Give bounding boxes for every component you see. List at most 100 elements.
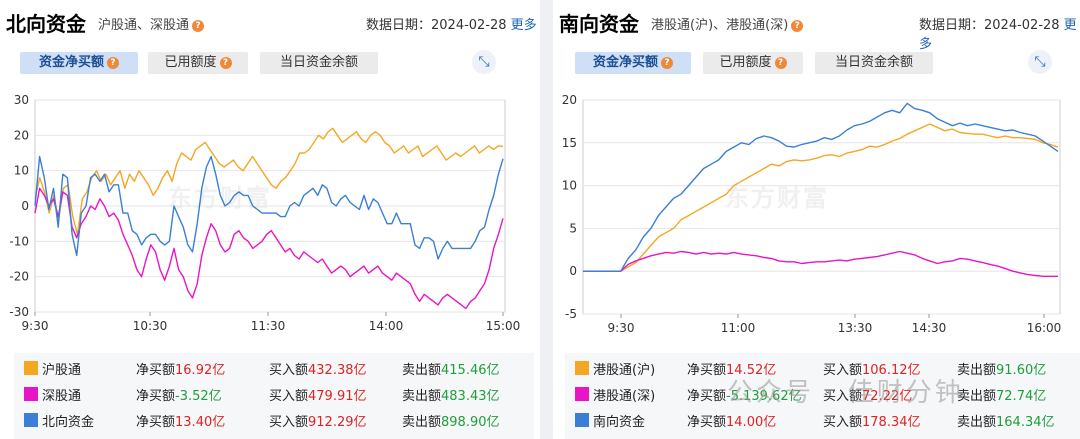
field-value: 432.38亿 <box>308 363 367 378</box>
data-date-text: 数据日期：2024-02-28 <box>919 18 1060 33</box>
panel-title: 北向资金 <box>6 12 86 36</box>
field-label: 净买额 <box>136 389 176 404</box>
series-line <box>583 250 1058 278</box>
tab-label: 已用额度 <box>719 55 772 70</box>
x-tick-label: 14:00 <box>369 319 404 333</box>
help-icon[interactable]: ? <box>219 56 232 69</box>
field-value: 72.74亿 <box>996 389 1047 404</box>
y-tick-label: 10 <box>562 179 577 193</box>
sell-field: 卖出额415.46亿 <box>402 359 500 378</box>
net-buy-field: 净买额-5.139.62亿 <box>687 385 802 404</box>
tab-daily-balance[interactable]: 当日资金余额 <box>260 52 378 74</box>
tab-label: 资金净买额 <box>38 55 104 70</box>
sell-field: 卖出额91.60亿 <box>957 359 1046 378</box>
legend-row: 北向资金 净买额13.40亿 买入额912.29亿 卖出额898.90亿 <box>14 410 534 430</box>
field-label: 净买额 <box>687 363 727 378</box>
x-tick-label: 9:30 <box>22 319 49 333</box>
buy-field: 买入额72.22亿 <box>823 385 912 404</box>
buy-field: 买入额106.12亿 <box>823 359 921 378</box>
legend-name: 沪股通 <box>42 363 82 378</box>
y-tick-label: 5 <box>569 221 577 235</box>
y-tick-label: 0 <box>21 199 29 213</box>
field-label: 卖出额 <box>402 363 442 378</box>
field-value: 14.52亿 <box>726 363 777 378</box>
field-label: 卖出额 <box>957 415 997 430</box>
net-buy-field: 净买额13.40亿 <box>136 411 225 430</box>
sell-field: 卖出额164.34亿 <box>957 411 1055 430</box>
y-tick-label: 30 <box>14 93 29 107</box>
buy-field: 买入额912.29亿 <box>269 411 367 430</box>
y-tick-label: 20 <box>14 128 29 142</box>
field-label: 净买额 <box>136 363 176 378</box>
legend-row: 深股通 净买额-3.52亿 买入额479.91亿 卖出额483.43亿 <box>14 384 534 404</box>
series-line <box>583 102 1059 272</box>
panel-subtitle: 港股通(沪)、港股通(深)? <box>651 14 804 33</box>
help-icon[interactable]: ? <box>107 56 119 69</box>
tab-label: 当日资金余额 <box>834 55 913 70</box>
y-tick-label: 20 <box>562 93 577 107</box>
legend-name: 深股通 <box>42 389 82 404</box>
y-tick-label: -5 <box>565 307 577 321</box>
legend-row: 港股通(沪) 净买额14.52亿 买入额106.12亿 卖出额91.60亿 <box>565 358 1080 378</box>
field-value: -5.139.62亿 <box>726 389 802 404</box>
field-label: 净买额 <box>687 415 727 430</box>
tab-used-quota[interactable]: 已用额度? <box>148 52 248 74</box>
help-icon[interactable]: ? <box>791 19 804 32</box>
legend-swatch <box>575 361 589 375</box>
x-tick-label: 11:00 <box>721 321 756 335</box>
field-label: 买入额 <box>269 415 309 430</box>
help-icon[interactable]: ? <box>192 19 205 32</box>
south-panel: 南向资金 港股通(沪)、港股通(深)? 数据日期：2024-02-28 更多 资金… <box>553 0 1080 439</box>
panel-subtitle-text: 港股通(沪)、港股通(深) <box>651 18 789 33</box>
field-value: 479.91亿 <box>308 389 367 404</box>
legend-table: 港股通(沪) 净买额14.52亿 买入额106.12亿 卖出额91.60亿 港股… <box>565 353 1080 439</box>
data-date: 数据日期：2024-02-28 更多 <box>919 14 1080 52</box>
field-label: 净买额 <box>136 415 176 430</box>
plot-frame <box>582 99 1061 315</box>
field-label: 买入额 <box>823 363 863 378</box>
tab-label: 已用额度 <box>164 55 217 70</box>
tab-daily-balance[interactable]: 当日资金余额 <box>815 52 933 74</box>
field-value: 898.90亿 <box>441 415 500 430</box>
field-value: 178.34亿 <box>862 415 921 430</box>
field-label: 买入额 <box>823 415 863 430</box>
field-label: 卖出额 <box>402 415 442 430</box>
y-tick-label: -30 <box>9 305 29 319</box>
more-link[interactable]: 更多 <box>510 18 537 33</box>
help-icon[interactable]: ? <box>661 56 673 69</box>
x-tick-label: 9:30 <box>608 321 635 335</box>
field-label: 买入额 <box>269 389 309 404</box>
more-link[interactable]: 更多 <box>919 18 1077 52</box>
help-icon[interactable]: ? <box>774 56 787 69</box>
legend-swatch <box>24 387 38 401</box>
x-tick-label: 16:00 <box>1027 321 1062 335</box>
legend-row: 港股通(深) 净买额-5.139.62亿 买入额72.22亿 卖出额72.74亿 <box>565 384 1080 404</box>
x-tick-label: 14:30 <box>912 321 947 335</box>
field-value: 14.00亿 <box>726 415 777 430</box>
field-label: 买入额 <box>269 363 309 378</box>
series-line <box>34 127 504 236</box>
tab-net-buy[interactable]: 资金净买额? <box>575 52 691 74</box>
expand-icon[interactable]: ⤡ <box>1028 50 1052 74</box>
sell-field: 卖出额72.74亿 <box>957 385 1046 404</box>
y-tick-label: 0 <box>569 264 577 278</box>
expand-icon[interactable]: ⤡ <box>472 50 496 74</box>
legend-swatch <box>575 413 589 427</box>
net-buy-field: 净买额14.00亿 <box>687 411 776 430</box>
buy-field: 买入额479.91亿 <box>269 385 367 404</box>
legend-name: 港股通(沪) <box>593 363 656 378</box>
field-value: -3.52亿 <box>175 389 222 404</box>
tab-used-quota[interactable]: 已用额度? <box>703 52 803 74</box>
net-buy-field: 净买额-3.52亿 <box>136 385 222 404</box>
legend-swatch <box>575 387 589 401</box>
sell-field: 卖出额898.90亿 <box>402 411 500 430</box>
tab-net-buy[interactable]: 资金净买额? <box>20 52 138 74</box>
wechat-watermark: 公众号 · 佳财分钟 <box>727 378 964 408</box>
field-value: 415.46亿 <box>441 363 500 378</box>
sell-field: 卖出额483.43亿 <box>402 385 500 404</box>
legend-swatch <box>24 413 38 427</box>
legend-row: 南向资金 净买额14.00亿 买入额178.34亿 卖出额164.34亿 <box>565 410 1080 430</box>
y-tick-label: -10 <box>9 234 29 248</box>
panel-title: 南向资金 <box>559 12 639 36</box>
field-label: 卖出额 <box>957 363 997 378</box>
